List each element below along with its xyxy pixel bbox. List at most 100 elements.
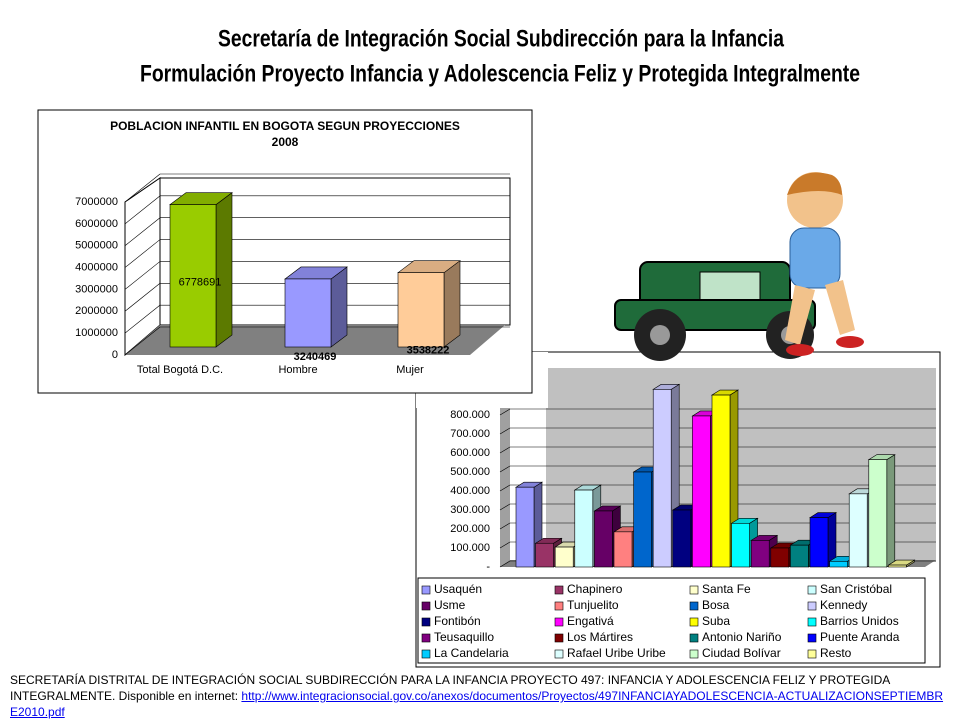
hub — [650, 325, 670, 345]
y-tick-label: 100.000 — [450, 542, 490, 554]
y-tick-label: - — [486, 561, 490, 573]
bar — [515, 486, 535, 568]
grid-line — [499, 465, 511, 473]
legend-label: Puente Aranda — [820, 630, 900, 644]
grid-line — [499, 427, 511, 435]
y-tick-label: 600.000 — [450, 447, 490, 459]
chart-title: POBLACION INFANTIL EN BOGOTA SEGUN PROYE… — [110, 119, 460, 133]
bar — [652, 389, 672, 568]
legend-swatch — [689, 585, 699, 595]
bar — [169, 204, 217, 348]
legend-label: Tunjuelito — [567, 598, 619, 612]
population-chart: POBLACION INFANTIL EN BOGOTA SEGUN PROYE… — [37, 109, 548, 408]
chart-subtitle: 2008 — [272, 135, 299, 149]
legend-label: La Candelaria — [434, 646, 509, 660]
legend-swatch — [554, 601, 564, 611]
bar-side — [215, 192, 233, 348]
bar — [868, 459, 888, 568]
grid-line — [499, 484, 511, 492]
bar-side — [330, 266, 348, 348]
legend-label: Los Mártires — [567, 630, 633, 644]
shoe — [836, 336, 864, 348]
bar — [790, 544, 809, 568]
value-label: 3538222 — [407, 345, 450, 357]
legend-label: San Cristóbal — [820, 582, 892, 596]
legend-swatch — [421, 617, 431, 627]
bar — [535, 542, 554, 568]
legend-swatch — [421, 633, 431, 643]
legend-swatch — [554, 633, 564, 643]
side-wall — [500, 368, 510, 567]
bar — [848, 493, 868, 568]
bar — [554, 546, 574, 568]
slide-subtitle: Formulación Proyecto Infancia y Adolesce… — [140, 60, 860, 87]
grid-line — [499, 503, 511, 511]
grid-line — [124, 239, 161, 268]
grid-line — [499, 522, 511, 530]
bar — [397, 272, 445, 348]
legend-label: Rafael Uribe Uribe — [567, 646, 666, 660]
legend-swatch — [807, 585, 817, 595]
bar — [829, 560, 848, 568]
side-wall — [124, 177, 161, 357]
bar — [613, 531, 633, 568]
y-tick-label: 800.000 — [450, 409, 490, 421]
illustration — [614, 172, 864, 361]
boy-hair — [787, 172, 842, 195]
grid-line — [124, 217, 161, 246]
legend-label: Suba — [702, 614, 730, 628]
legend-label: Resto — [820, 646, 852, 660]
y-tick-label: 300.000 — [450, 504, 490, 516]
bar-side — [886, 454, 896, 568]
legend-label: Teusaquillo — [434, 630, 494, 644]
truck-window — [699, 271, 761, 303]
legend-swatch — [807, 617, 817, 627]
grid-line — [499, 541, 511, 549]
legend — [417, 577, 926, 664]
slide: Secretaría de Integración Social Subdire… — [37, 25, 941, 668]
bar — [672, 509, 692, 568]
legend-label: Kennedy — [820, 598, 867, 612]
y-tick-label: 3000000 — [75, 283, 118, 295]
bar — [809, 517, 829, 568]
value-label: 3240469 — [294, 351, 337, 363]
y-tick-label: 200.000 — [450, 523, 490, 535]
grid-line — [124, 173, 161, 203]
legend-label: Antonio Nariño — [702, 630, 782, 644]
y-tick-label: 500.000 — [450, 466, 490, 478]
y-tick-label: 6000000 — [75, 218, 118, 230]
footer-link[interactable]: http://www.integracionsocial.gov.co/anex… — [10, 689, 944, 719]
y-tick-label: 4000000 — [75, 261, 118, 273]
boy-shirt — [789, 227, 841, 289]
bar — [574, 489, 594, 568]
bar — [284, 278, 332, 348]
grid-line — [124, 261, 161, 290]
x-tick-label: Total Bogotá D.C. — [137, 364, 223, 376]
grid-line — [499, 560, 511, 568]
legend-swatch — [554, 649, 564, 659]
value-label: 6778691 — [179, 277, 222, 289]
bar-side — [443, 260, 461, 348]
y-tick-label: 0 — [112, 349, 118, 361]
bar — [633, 471, 652, 568]
grid-line — [124, 304, 161, 334]
legend-label: Usme — [434, 598, 466, 612]
legend-swatch — [807, 633, 817, 643]
district-chart: - 100.000 200.000 300.000 400.000 500.000 600.… — [415, 351, 941, 668]
y-tick-label: 700.000 — [450, 428, 490, 440]
y-tick-label: 1000000 — [75, 327, 118, 339]
bar — [770, 547, 790, 568]
legend-swatch — [689, 601, 699, 611]
legend-label: Fontibón — [434, 614, 481, 628]
bar — [692, 415, 711, 568]
slide-title: Secretaría de Integración Social Subdire… — [218, 25, 785, 52]
legend-label: Barrios Unidos — [820, 614, 899, 628]
y-tick-label: 5000000 — [75, 240, 118, 252]
legend-label: Engativá — [567, 614, 614, 628]
bar — [888, 564, 907, 568]
legend-swatch — [689, 633, 699, 643]
grid-line — [124, 195, 161, 225]
x-tick-label: Hombre — [278, 364, 317, 376]
footer-text: SECRETARÍA DISTRITAL DE INTEGRACIÓN SOCI… — [10, 673, 890, 703]
